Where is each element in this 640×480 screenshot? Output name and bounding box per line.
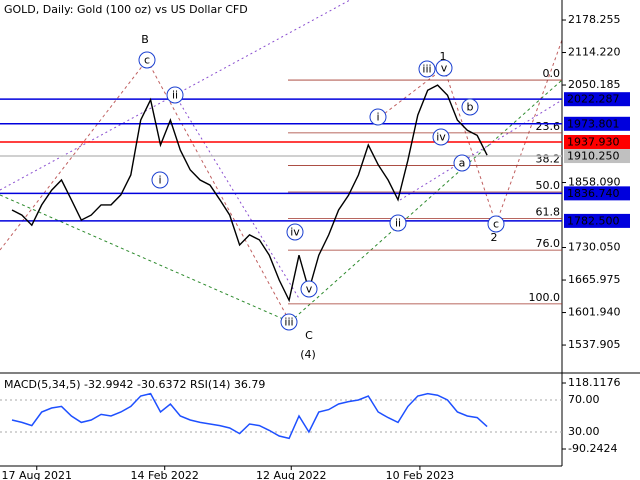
y-tick-label: 30.00 (568, 425, 600, 438)
fib-label: 0.0 (543, 67, 561, 80)
wave-label: ii (172, 89, 178, 102)
level-box (564, 213, 630, 228)
y-tick-label: 1537.905 (568, 338, 621, 351)
wave-label: C (305, 329, 313, 342)
wave-circle (389, 214, 407, 232)
fib-label: 50.0 (536, 179, 561, 192)
y-tick-label: 70.00 (568, 393, 600, 406)
fib-label: 23.6 (536, 120, 561, 133)
wave-label: v (306, 283, 313, 296)
level-label: 1836.740 (567, 187, 620, 200)
trend-line (289, 79, 563, 323)
macd-signal: -30.6372 (137, 378, 186, 391)
level-label: 2022.287 (567, 93, 620, 106)
wave-circle (166, 86, 184, 104)
wave-circle (369, 108, 387, 126)
level-box (564, 92, 630, 107)
indicator-header: MACD(5,34,5) -32.9942 -30.6372 RSI(14) 3… (4, 378, 265, 391)
wave-label: iv (290, 226, 300, 239)
trend-line (379, 67, 445, 118)
trend-line (0, 194, 291, 323)
y-tick-label: -90.2424 (568, 442, 617, 455)
level-box (564, 186, 630, 201)
level-label: 1782.500 (567, 214, 620, 227)
wave-circle (487, 215, 505, 233)
x-tick-label: 12 Aug 2022 (256, 469, 326, 480)
level-box (564, 149, 630, 164)
wave-circle (138, 51, 156, 69)
y-tick-label: 2178.255 (568, 13, 621, 26)
wave-circle (435, 59, 453, 77)
x-tick-label: 14 Feb 2022 (130, 469, 198, 480)
y-tick-label: 118.1176 (568, 376, 621, 389)
x-tick-label: 10 Feb 2023 (386, 469, 454, 480)
y-tick-label: 1601.940 (568, 306, 621, 319)
wave-label: c (493, 218, 499, 231)
rsi-line (11, 392, 488, 440)
y-tick-label: 2050.185 (568, 78, 621, 91)
wave-circle (300, 280, 318, 298)
y-tick-label: 1858.090 (568, 176, 621, 189)
wave-label: B (141, 33, 149, 46)
wave-circle (280, 313, 298, 331)
wave-circle (432, 128, 450, 146)
y-tick-label: 1730.050 (568, 241, 621, 254)
wave-label: i (376, 111, 379, 124)
y-tick-label: 1665.975 (568, 273, 621, 286)
wave-label: v (441, 62, 448, 75)
trend-line (146, 59, 291, 323)
wave-label: i (158, 174, 161, 187)
rsi-value: 36.79 (234, 378, 266, 391)
wave-circle (286, 223, 304, 241)
level-box (564, 116, 630, 131)
level-box (564, 135, 630, 150)
fib-label: 76.0 (536, 237, 561, 250)
level-label: 1937.930 (567, 136, 620, 149)
level-label: 1910.250 (567, 150, 620, 163)
wave-label: ii (395, 217, 401, 230)
wave-label: 2 (491, 231, 498, 244)
wave-circle (151, 171, 169, 189)
macd-main: -32.9942 (84, 378, 133, 391)
price-line (11, 84, 488, 303)
wave-label: iii (422, 63, 431, 76)
y-tick-label: 2114.220 (568, 46, 621, 59)
wave-label: c (144, 54, 150, 67)
wave-label: 1 (440, 50, 447, 63)
trend-line (174, 94, 301, 301)
macd-name: MACD(5,34,5) (4, 378, 81, 391)
wave-circle (461, 98, 479, 116)
rsi-name: RSI(14) (190, 378, 230, 391)
wave-label: b (467, 101, 474, 114)
trend-line (0, 59, 148, 251)
trend-line (0, 0, 351, 191)
chart-title: GOLD, Daily: Gold (100 oz) vs US Dollar … (4, 3, 248, 16)
trend-line (399, 99, 563, 201)
fib-label: 100.0 (529, 291, 561, 304)
fib-label: 38.2 (536, 153, 561, 166)
fib-label: 61.8 (536, 205, 561, 218)
wave-label: (4) (300, 348, 316, 361)
wave-circle (453, 154, 471, 172)
level-label: 1973.801 (567, 117, 620, 130)
wave-label: iii (284, 316, 293, 329)
wave-label: a (459, 157, 466, 170)
x-tick-label: 17 Aug 2021 (2, 469, 72, 480)
wave-label: iv (436, 131, 446, 144)
wave-circle (418, 60, 436, 78)
